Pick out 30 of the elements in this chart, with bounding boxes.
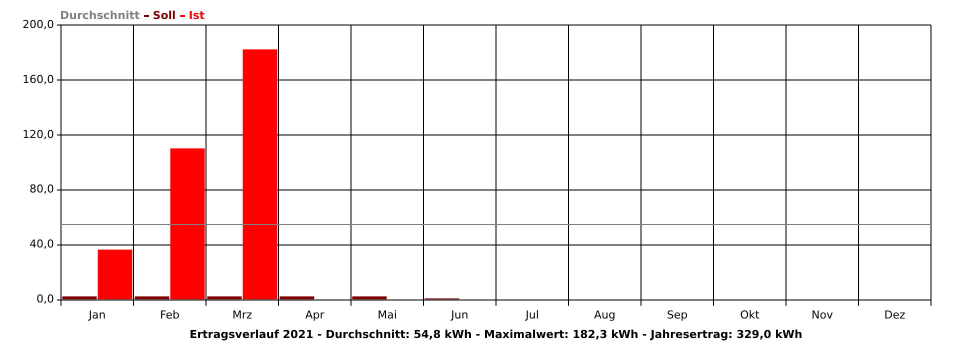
y-tick-label: 40,0: [30, 238, 54, 251]
text: Ertragsverlauf 2021 - Durchschnitt: 54,8 kWh - Maximalwert: 182,3 kWh - Jahresertrag: 329,0 kWh: [188, 328, 804, 341]
bar: [98, 250, 132, 300]
bar: [207, 296, 242, 300]
x-tick-label: Dez: [884, 308, 906, 322]
x-tick-label: Nov: [812, 308, 834, 322]
x-tick-label: Okt: [740, 308, 760, 322]
x-tick-label: Sep: [666, 308, 688, 322]
x-tick-label: Mai: [378, 308, 397, 322]
x-tick-label: Feb: [160, 308, 180, 322]
bar: [352, 296, 387, 300]
bar: [134, 296, 170, 300]
y-tick-label: 80,0: [30, 182, 54, 196]
x-tick-label: Mrz: [232, 308, 252, 322]
x-tick-label: Jul: [524, 308, 539, 322]
bar: [170, 148, 205, 300]
y-tick-label: 0,0: [36, 292, 54, 306]
y-tick-label: 120,0: [22, 128, 54, 141]
x-tick-label: Jun: [450, 308, 468, 322]
bar: [280, 296, 314, 300]
legend-label: Soll: [152, 9, 176, 22]
bar: [62, 296, 97, 300]
legend-label: Ist: [188, 9, 205, 22]
x-tick-label: Aug: [594, 308, 616, 322]
y-tick-label: 200,0: [22, 18, 54, 31]
y-tick-label: 160,0: [22, 72, 54, 86]
x-tick-label: Apr: [305, 308, 325, 322]
ref-line-label: Durchschnitt: [60, 9, 140, 22]
bar: [242, 49, 278, 300]
x-tick-label: Jan: [88, 308, 106, 322]
